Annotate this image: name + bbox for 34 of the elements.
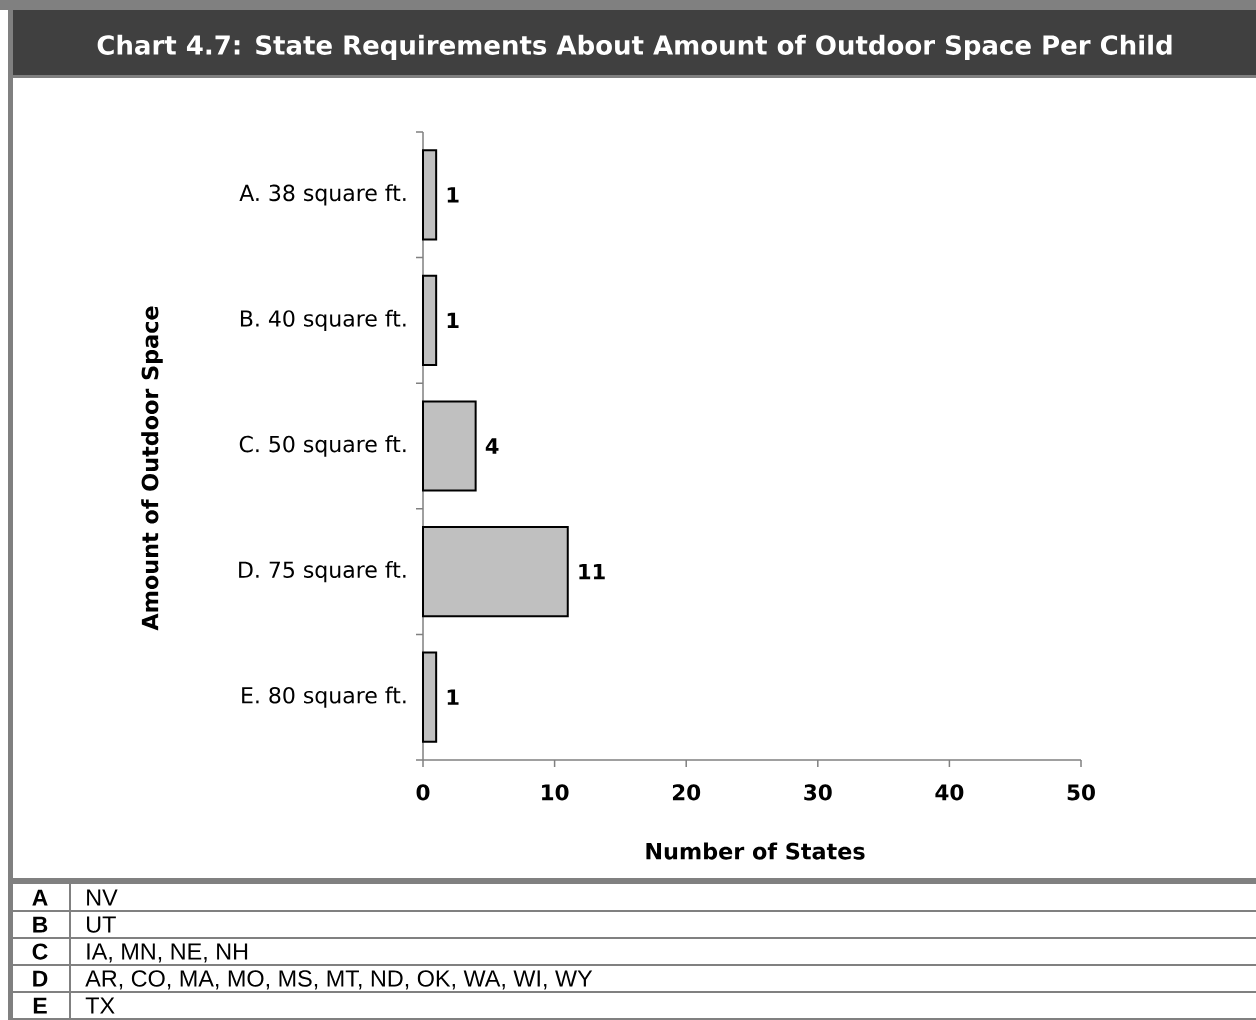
text: C: [32, 943, 48, 960]
bar: [422, 400, 477, 492]
data-label: 1: [447, 312, 459, 329]
text: D: [33, 970, 48, 987]
x-tick-label: 10: [542, 784, 569, 801]
text: AR, CO, MA, MO, MS, MT, ND, OK, WA, WI, WY: [85, 970, 593, 990]
y-tick-label: C. 50 square ft.: [239, 435, 406, 457]
y-axis-title: Amount of Outdoor Space: [141, 306, 163, 631]
bar: [422, 274, 438, 366]
data-label: 1: [447, 689, 459, 705]
y-tick-label: B. 40 square ft.: [240, 309, 406, 332]
bar: [422, 651, 438, 743]
text: A: [32, 889, 48, 906]
data-label: 1: [447, 187, 459, 203]
bar: [422, 149, 438, 241]
text: NV: [87, 889, 118, 906]
x-axis-title: Number of States: [646, 842, 865, 860]
x-tick-label: 30: [804, 784, 832, 801]
text: TX: [85, 997, 115, 1014]
x-tick-label: 20: [672, 784, 701, 801]
y-tick-label: E. 80 square ft.: [242, 686, 406, 708]
text: UT: [87, 916, 116, 933]
y-tick-label: A. 38 square ft.: [239, 184, 406, 206]
text: IA, MN, NE, NH: [87, 943, 248, 963]
bar: [422, 526, 569, 618]
data-label: 4: [485, 438, 499, 454]
chart-title: Chart 4.7: State Requirements About Amount of Outdoor Space Per Child: [97, 34, 1172, 60]
text: E: [33, 997, 47, 1014]
y-tick-label: D. 75 square ft.: [239, 560, 406, 583]
x-tick-label: 0: [416, 784, 430, 801]
data-label: 11: [579, 563, 605, 580]
text: B: [33, 916, 48, 933]
x-tick-label: 50: [1067, 784, 1095, 801]
x-tick-label: 40: [935, 784, 964, 801]
